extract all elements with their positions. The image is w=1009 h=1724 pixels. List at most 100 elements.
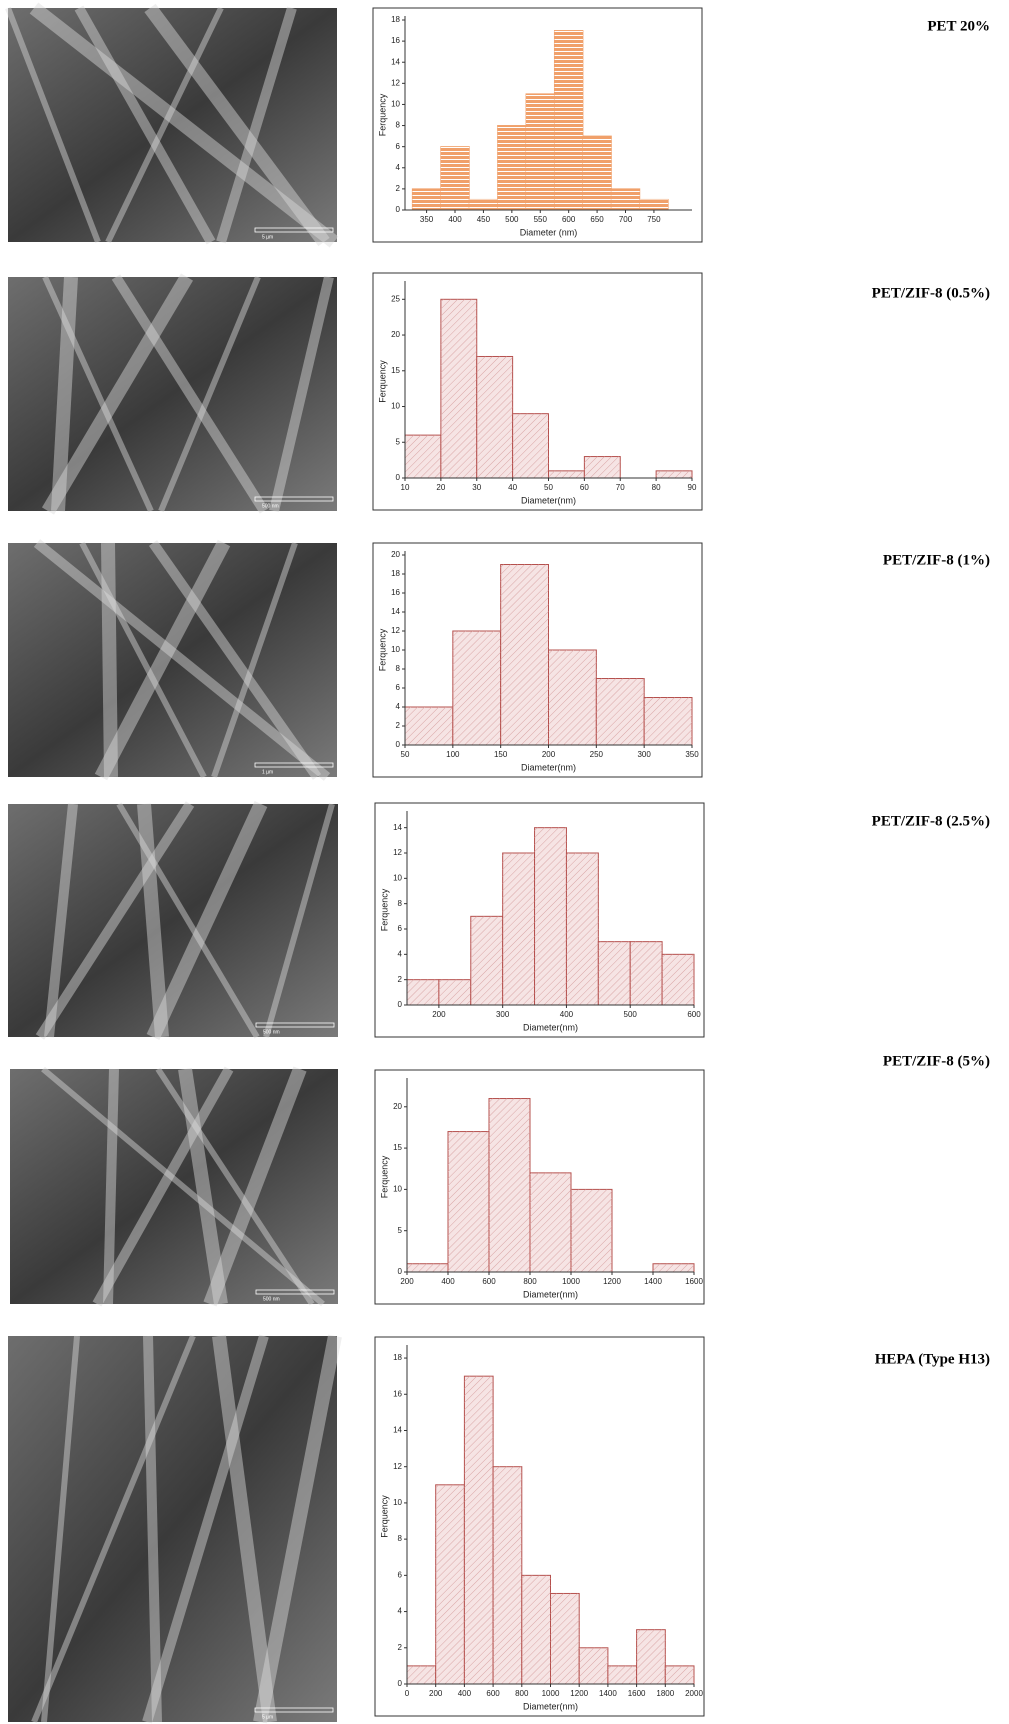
bar xyxy=(530,1173,571,1272)
bar xyxy=(662,954,694,1005)
y-tick-label: 12 xyxy=(391,78,400,87)
x-tick-label: 1800 xyxy=(656,1689,674,1698)
bar xyxy=(583,136,611,210)
y-tick-label: 8 xyxy=(396,664,401,673)
bar xyxy=(464,1376,493,1684)
bar xyxy=(653,1264,694,1272)
panel-title: PET/ZIF-8 (1%) xyxy=(883,552,990,568)
panel-title: HEPA (Type H13) xyxy=(875,1351,990,1367)
y-axis-label: Ferquency xyxy=(379,888,389,931)
y-tick-label: 14 xyxy=(391,57,400,66)
x-tick-label: 1000 xyxy=(562,1277,580,1286)
scale-bar-label: 5 µm xyxy=(262,1714,273,1720)
y-tick-label: 4 xyxy=(398,949,403,958)
x-tick-label: 300 xyxy=(496,1010,510,1019)
y-axis-label: Ferquency xyxy=(379,1155,389,1198)
bar xyxy=(551,1593,580,1684)
y-tick-label: 0 xyxy=(396,473,401,482)
bar xyxy=(549,650,597,745)
bar xyxy=(441,299,477,478)
y-tick-label: 15 xyxy=(391,366,400,375)
x-axis-label: Diameter(nm) xyxy=(521,762,576,772)
x-tick-label: 1200 xyxy=(570,1689,588,1698)
bar xyxy=(598,942,630,1005)
y-tick-label: 10 xyxy=(391,645,400,654)
y-tick-label: 0 xyxy=(398,1679,403,1688)
x-tick-label: 650 xyxy=(590,215,604,224)
y-tick-label: 8 xyxy=(398,1534,403,1543)
x-tick-label: 350 xyxy=(420,215,434,224)
y-tick-label: 10 xyxy=(393,1498,402,1507)
y-tick-label: 18 xyxy=(391,15,400,24)
y-tick-label: 0 xyxy=(396,740,401,749)
y-tick-label: 14 xyxy=(391,607,400,616)
x-tick-label: 90 xyxy=(688,483,697,492)
bar xyxy=(448,1132,489,1272)
x-tick-label: 40 xyxy=(508,483,517,492)
y-tick-label: 14 xyxy=(393,823,402,832)
bar xyxy=(549,471,585,478)
x-tick-label: 350 xyxy=(685,750,699,759)
x-tick-label: 10 xyxy=(401,483,410,492)
y-tick-label: 10 xyxy=(391,100,400,109)
x-tick-label: 200 xyxy=(432,1010,446,1019)
y-tick-label: 20 xyxy=(391,550,400,559)
x-tick-label: 100 xyxy=(446,750,460,759)
x-tick-label: 400 xyxy=(560,1010,574,1019)
scale-bar-label: 5 µm xyxy=(262,234,273,240)
bar xyxy=(571,1189,612,1272)
bar xyxy=(436,1485,465,1684)
y-tick-label: 18 xyxy=(391,569,400,578)
bar xyxy=(407,1666,436,1684)
y-axis-label: Ferquency xyxy=(379,1495,389,1538)
y-tick-label: 15 xyxy=(393,1143,402,1152)
bar xyxy=(405,435,441,478)
bar xyxy=(477,356,513,478)
x-tick-label: 60 xyxy=(580,483,589,492)
x-axis-label: Diameter (nm) xyxy=(520,227,578,237)
bar xyxy=(566,853,598,1005)
scale-bar-label: 500 nm xyxy=(263,1029,280,1035)
bar xyxy=(407,1264,448,1272)
bar xyxy=(630,942,662,1005)
x-tick-label: 150 xyxy=(494,750,508,759)
x-tick-label: 0 xyxy=(405,1689,410,1698)
bar xyxy=(637,1630,666,1684)
y-tick-label: 18 xyxy=(393,1353,402,1362)
bar xyxy=(644,698,692,746)
bar xyxy=(522,1575,551,1684)
x-tick-label: 600 xyxy=(482,1277,496,1286)
y-tick-label: 5 xyxy=(398,1226,403,1235)
bar xyxy=(608,1666,637,1684)
x-tick-label: 200 xyxy=(429,1689,443,1698)
x-tick-label: 750 xyxy=(647,215,661,224)
y-tick-label: 6 xyxy=(396,683,401,692)
y-tick-label: 8 xyxy=(398,899,403,908)
bar xyxy=(526,94,554,210)
y-tick-label: 12 xyxy=(393,848,402,857)
bar xyxy=(405,707,453,745)
x-tick-label: 500 xyxy=(624,1010,638,1019)
bar xyxy=(554,31,582,210)
y-tick-label: 6 xyxy=(396,142,401,151)
y-tick-label: 2 xyxy=(396,184,401,193)
y-tick-label: 16 xyxy=(393,1389,402,1398)
y-tick-label: 20 xyxy=(391,330,400,339)
x-axis-label: Diameter(nm) xyxy=(523,1701,578,1711)
y-tick-label: 16 xyxy=(391,588,400,597)
x-tick-label: 300 xyxy=(637,750,651,759)
x-tick-label: 70 xyxy=(616,483,625,492)
y-tick-label: 10 xyxy=(393,873,402,882)
x-tick-label: 800 xyxy=(523,1277,537,1286)
x-tick-label: 800 xyxy=(515,1689,529,1698)
y-tick-label: 4 xyxy=(398,1607,403,1616)
bar xyxy=(498,126,526,210)
x-tick-label: 600 xyxy=(486,1689,500,1698)
x-tick-label: 1400 xyxy=(644,1277,662,1286)
x-tick-label: 20 xyxy=(436,483,445,492)
bar xyxy=(503,853,535,1005)
x-tick-label: 2000 xyxy=(685,1689,703,1698)
x-tick-label: 450 xyxy=(477,215,491,224)
y-tick-label: 6 xyxy=(398,1570,403,1579)
bar xyxy=(471,916,503,1005)
